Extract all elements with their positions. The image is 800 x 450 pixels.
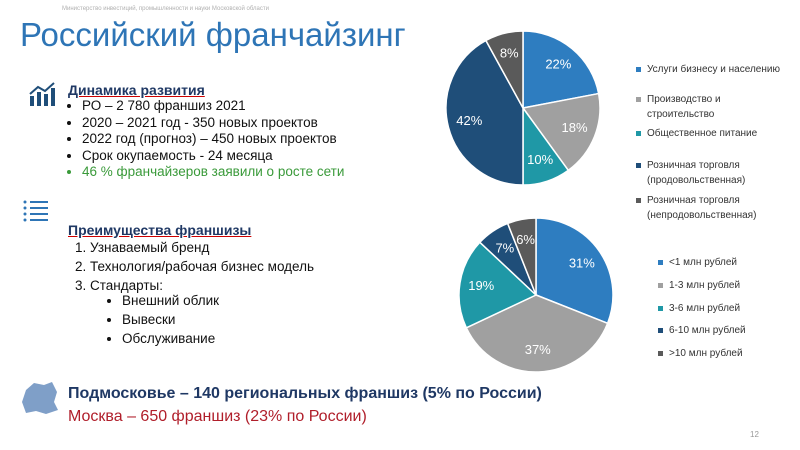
section-heading: Динамика развития xyxy=(68,82,205,98)
legend-swatch xyxy=(658,306,663,311)
slice-label: 18% xyxy=(562,120,588,135)
pie-slice xyxy=(535,217,614,325)
pie-slice xyxy=(521,92,601,172)
development-list: РО – 2 780 франшиз 2021 2020 – 2021 год … xyxy=(66,98,402,181)
legend-swatch xyxy=(636,198,641,203)
list-item: Вывески xyxy=(122,310,219,329)
slice-label: 22% xyxy=(545,57,571,72)
legend-item: Услуги бизнесу и населению xyxy=(636,62,786,77)
pie-slice xyxy=(445,39,524,186)
list-item: Узнаваемый бренд xyxy=(90,238,314,257)
page-number: 12 xyxy=(750,430,759,439)
legend-label: Розничная торговля (продовольственная) xyxy=(647,160,746,186)
legend-swatch xyxy=(658,260,663,265)
slice-label: 37% xyxy=(525,342,551,357)
slice-label: 6% xyxy=(516,232,535,247)
legend-label: Производство и строительство xyxy=(647,94,721,120)
section-heading: Преимущества франшизы xyxy=(68,222,252,238)
list-icon xyxy=(23,200,48,222)
legend-item: 3-6 млн рублей xyxy=(658,301,778,316)
legend-swatch xyxy=(636,163,641,168)
slice-label: 42% xyxy=(456,113,482,128)
legend-item: Розничная торговля (продовольственная) xyxy=(636,158,786,188)
legend-swatch xyxy=(636,67,641,72)
legend-item: 6-10 млн рублей xyxy=(658,323,778,338)
legend-swatch xyxy=(636,97,641,102)
legend-label: 6-10 млн рублей xyxy=(669,325,746,336)
list-item: Внешний облик xyxy=(122,291,219,310)
advantages-list: Узнаваемый бренд Технология/рабочая бизн… xyxy=(68,238,314,295)
slice-label: 31% xyxy=(569,255,595,270)
legend-swatch xyxy=(636,131,641,136)
list-item: Срок окупаемость - 24 месяца xyxy=(82,148,402,165)
legend-label: 3-6 млн рублей xyxy=(669,303,741,314)
legend-label: 1-3 млн рублей xyxy=(669,280,741,291)
list-item: 46 % франчайзеров заявили о росте сети xyxy=(82,164,402,181)
pie-slice xyxy=(506,217,537,296)
list-item: 2020 – 2021 год - 350 новых проектов xyxy=(82,115,402,132)
list-item: Технология/рабочая бизнес модель xyxy=(90,257,314,276)
title: Российский франчайзинг xyxy=(20,16,406,53)
pie-slice xyxy=(484,30,524,109)
slice-label: 19% xyxy=(468,278,494,293)
legend-item: 1-3 млн рублей xyxy=(658,278,778,293)
slice-label: 7% xyxy=(495,241,514,256)
region-note: Подмосковье – 140 региональных франшиз (… xyxy=(68,385,542,402)
chart-icon xyxy=(29,82,55,106)
legend-label: Розничная торговля (непродовольственная) xyxy=(647,195,757,221)
list-item: 2022 год (прогноз) – 450 новых проектов xyxy=(82,131,402,148)
list-item: Стандарты: xyxy=(90,276,314,295)
legend-item: Производство и строительство xyxy=(636,92,786,122)
legend-swatch xyxy=(658,283,663,288)
pie-slice xyxy=(458,241,538,329)
slice-label: 8% xyxy=(500,46,519,61)
legend-item: Розничная торговля (непродовольственная) xyxy=(636,193,786,223)
slice-label: 10% xyxy=(527,152,553,167)
pie-slice xyxy=(465,294,609,373)
legend-label: >10 млн рублей xyxy=(669,348,743,359)
legend-swatch xyxy=(658,328,663,333)
pie-slice xyxy=(522,30,600,109)
legend-swatch xyxy=(658,351,663,356)
legend-item: >10 млн рублей xyxy=(658,346,778,361)
legend-label: Общественное питание xyxy=(647,128,758,139)
ministry: Министерство инвестиций, промышленности … xyxy=(62,6,269,12)
legend-item: Общественное питание xyxy=(636,126,786,141)
list-item: РО – 2 780 франшиз 2021 xyxy=(82,98,402,115)
legend-item: <1 млн рублей xyxy=(658,255,778,270)
moscow-note: Москва – 650 франшиз (23% по России) xyxy=(68,408,367,425)
list-item: Обслуживание xyxy=(122,329,219,348)
legend-label: Услуги бизнесу и населению xyxy=(647,64,780,75)
map-icon xyxy=(22,382,58,414)
sub-list: Внешний облик Вывески Обслуживание xyxy=(100,291,219,348)
legend-label: <1 млн рублей xyxy=(669,257,738,268)
